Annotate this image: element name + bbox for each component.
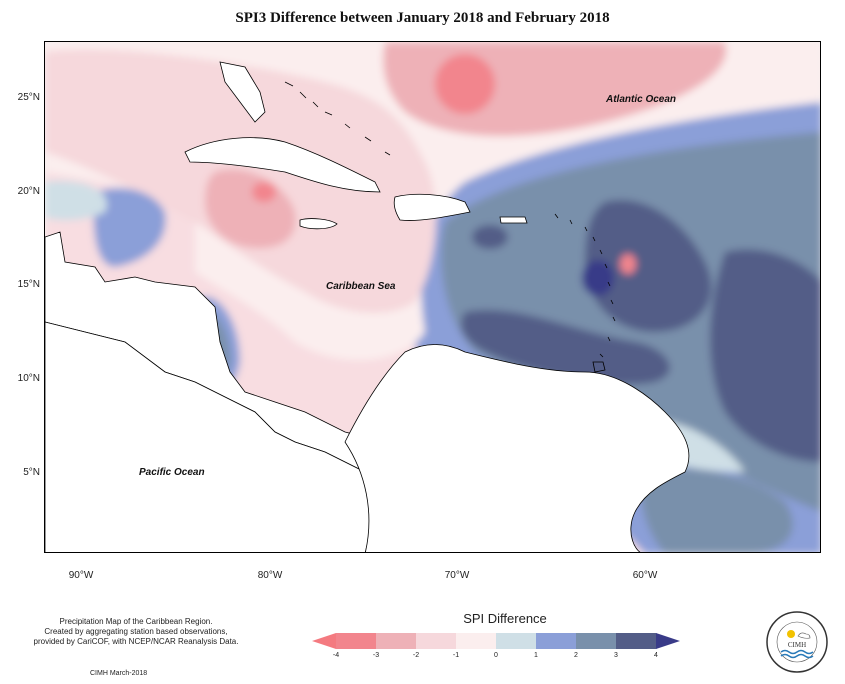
land-south-america <box>344 344 690 552</box>
legend-tick-label: -3 <box>372 652 380 659</box>
label-pacific-ocean: Pacific Ocean <box>139 467 205 478</box>
spi-zone-plus3-a <box>585 200 712 332</box>
y-tick-15n: 15°N <box>17 279 40 290</box>
spi-zone-plus3-b <box>461 309 670 385</box>
label-atlantic-ocean: Atlantic Ocean <box>606 94 677 105</box>
land-jamaica <box>299 218 338 230</box>
cloud-icon <box>797 632 811 639</box>
y-tick-25n: 25°N <box>17 92 40 103</box>
legend-swatch <box>416 633 457 649</box>
credit-line: Precipitation Map of the Caribbean Regio… <box>59 617 213 626</box>
island-chain-bahamas <box>284 81 391 156</box>
legend-tick-label: -4 <box>332 652 340 659</box>
label-caribbean-sea: Caribbean Sea <box>326 281 396 292</box>
spi-zone-plus4 <box>582 260 614 296</box>
legend-swatch <box>456 633 497 649</box>
cimh-logo: CIMH <box>766 611 828 673</box>
waves-icon <box>780 649 814 655</box>
legend-tick-label: 3 <box>614 652 618 659</box>
island-trinidad <box>592 361 606 373</box>
legend-tick-label: 1 <box>534 652 538 659</box>
legend-swatch <box>496 633 537 649</box>
legend-title: SPI Difference <box>463 611 547 626</box>
map-canvas <box>45 42 820 552</box>
x-tick-70w: 70°W <box>444 570 470 581</box>
y-tick-5n: 5°N <box>23 467 40 478</box>
spi-zone-minus4 <box>435 54 495 114</box>
credit-line: provided by CariCOF, with NCEP/NCAR Rean… <box>33 637 239 646</box>
map-title: SPI3 Difference between January 2018 and… <box>235 10 610 26</box>
spi-zone-plus-south <box>641 468 793 552</box>
legend-tick-label: -1 <box>452 652 460 659</box>
sun-icon <box>787 630 795 638</box>
x-tick-80w: 80°W <box>257 570 283 581</box>
legend-tick-label: 4 <box>654 652 658 659</box>
legend-colorbar <box>312 633 680 649</box>
land-puerto-rico <box>499 216 528 224</box>
legend-swatch <box>576 633 617 649</box>
spi-zone-plus1-west <box>93 188 166 267</box>
legend-swatch <box>616 633 657 649</box>
credit-line: Created by aggregating station based obs… <box>44 627 228 636</box>
spi-zone-minus4-b <box>252 182 276 202</box>
island-chain-lesser-antilles <box>554 213 616 358</box>
land-cuba <box>184 137 381 193</box>
legend-tick-label: -2 <box>412 652 420 659</box>
spi-zone-plus3-d <box>472 225 508 249</box>
legend-arrow-low <box>312 633 336 649</box>
legend-tick-label: 2 <box>574 652 578 659</box>
legend-swatch <box>376 633 417 649</box>
legend-arrow-high <box>656 633 680 649</box>
y-tick-20n: 20°N <box>17 186 40 197</box>
spi-zone-plus3-c <box>710 249 820 462</box>
spi-zone-zero-west <box>45 181 107 221</box>
date-note: CIMH March-2018 <box>90 670 148 677</box>
logo-text: CIMH <box>788 641 806 649</box>
x-tick-90w: 90°W <box>68 570 94 581</box>
y-tick-10n: 10°N <box>17 373 40 384</box>
precipitation-map <box>44 41 821 553</box>
spi-zone-minus4-c <box>620 254 636 274</box>
legend-tick-label: 0 <box>494 652 498 659</box>
legend-swatch <box>536 633 577 649</box>
land-florida <box>219 61 266 123</box>
credit-text: Precipitation Map of the Caribbean Regio… <box>16 617 256 647</box>
x-tick-60w: 60°W <box>632 570 658 581</box>
land-hispaniola <box>393 193 471 221</box>
legend-swatch <box>336 633 377 649</box>
